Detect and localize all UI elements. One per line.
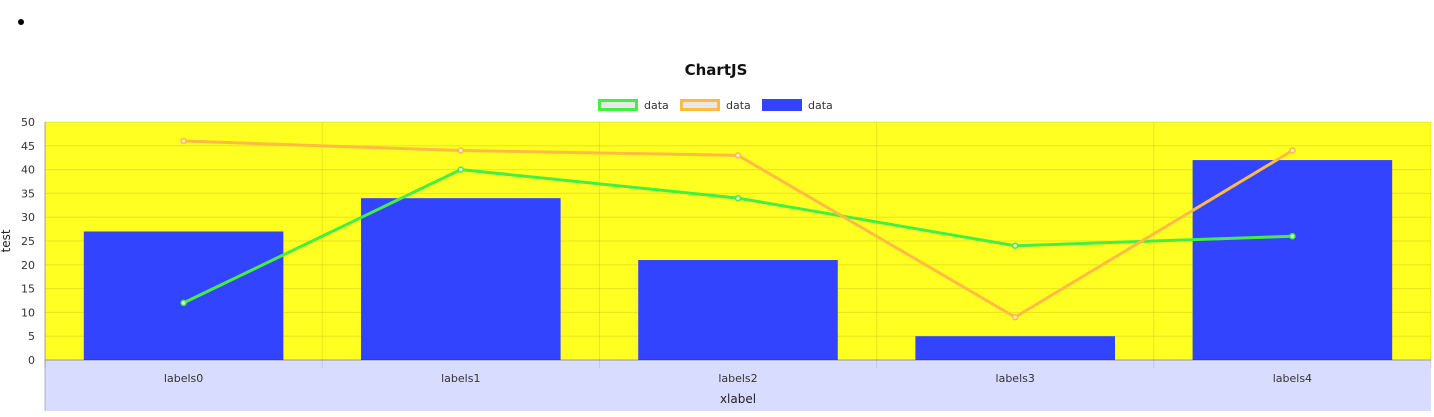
x-axis-background bbox=[45, 360, 1431, 411]
legend-swatch-1 bbox=[680, 99, 720, 111]
legend-label-2: data bbox=[808, 99, 833, 112]
point-series-0-labels2 bbox=[734, 194, 742, 202]
y-tick-label-30: 30 bbox=[21, 211, 35, 224]
point-series-1-labels3 bbox=[1011, 313, 1019, 321]
legend: data data data bbox=[598, 99, 833, 112]
y-tick-label-5: 5 bbox=[28, 330, 35, 343]
point-series-1-labels4 bbox=[1289, 147, 1296, 154]
y-axis-title: test bbox=[0, 229, 13, 252]
bar-labels2 bbox=[638, 260, 838, 360]
bar-labels3 bbox=[915, 336, 1115, 360]
x-tick-label-labels2: labels2 bbox=[718, 372, 757, 385]
y-tick-label-50: 50 bbox=[21, 116, 35, 129]
y-tick-label-15: 15 bbox=[21, 283, 35, 296]
point-series-0-labels3 bbox=[1011, 242, 1019, 250]
x-axis-title: xlabel bbox=[720, 392, 756, 406]
chart-title: ChartJS bbox=[685, 61, 748, 79]
point-series-1-labels1 bbox=[457, 147, 465, 154]
bar-labels4 bbox=[1192, 160, 1393, 360]
y-tick-label-35: 35 bbox=[21, 187, 35, 200]
legend-item-2[interactable]: data bbox=[762, 99, 833, 112]
y-tick-label-20: 20 bbox=[21, 259, 35, 272]
point-series-0-labels4 bbox=[1289, 232, 1296, 240]
y-tick-label-0: 0 bbox=[28, 354, 35, 367]
y-tick-label-25: 25 bbox=[21, 235, 35, 248]
legend-swatch-2 bbox=[762, 99, 802, 111]
x-tick-label-labels0: labels0 bbox=[164, 372, 203, 385]
legend-item-1[interactable]: data bbox=[680, 99, 751, 112]
x-tick-label-labels3: labels3 bbox=[996, 372, 1035, 385]
point-series-0-labels1 bbox=[457, 166, 465, 173]
bar-labels1 bbox=[361, 198, 561, 360]
tick-labels: 0 5 10 15 20 25 30 35 40 45 50 labels0 labels1 labels… bbox=[21, 116, 1312, 385]
point-series-1-labels2 bbox=[734, 152, 742, 159]
y-tick-label-40: 40 bbox=[21, 164, 35, 177]
legend-swatch-0 bbox=[598, 99, 638, 111]
y-tick-label-45: 45 bbox=[21, 140, 35, 153]
y-tick-label-10: 10 bbox=[21, 306, 35, 319]
x-tick-label-labels1: labels1 bbox=[441, 372, 480, 385]
list-bullet bbox=[18, 19, 24, 25]
point-series-1-labels0 bbox=[180, 137, 187, 145]
bar-labels0 bbox=[83, 231, 284, 360]
legend-label-1: data bbox=[726, 99, 751, 112]
legend-item-0[interactable]: data bbox=[598, 99, 669, 112]
legend-label-0: data bbox=[644, 99, 669, 112]
bar-series bbox=[83, 160, 1393, 360]
axes bbox=[44, 122, 1431, 411]
point-series-0-labels0 bbox=[180, 299, 187, 307]
line-series bbox=[180, 137, 1296, 321]
x-tick-label-labels4: labels4 bbox=[1273, 372, 1312, 385]
